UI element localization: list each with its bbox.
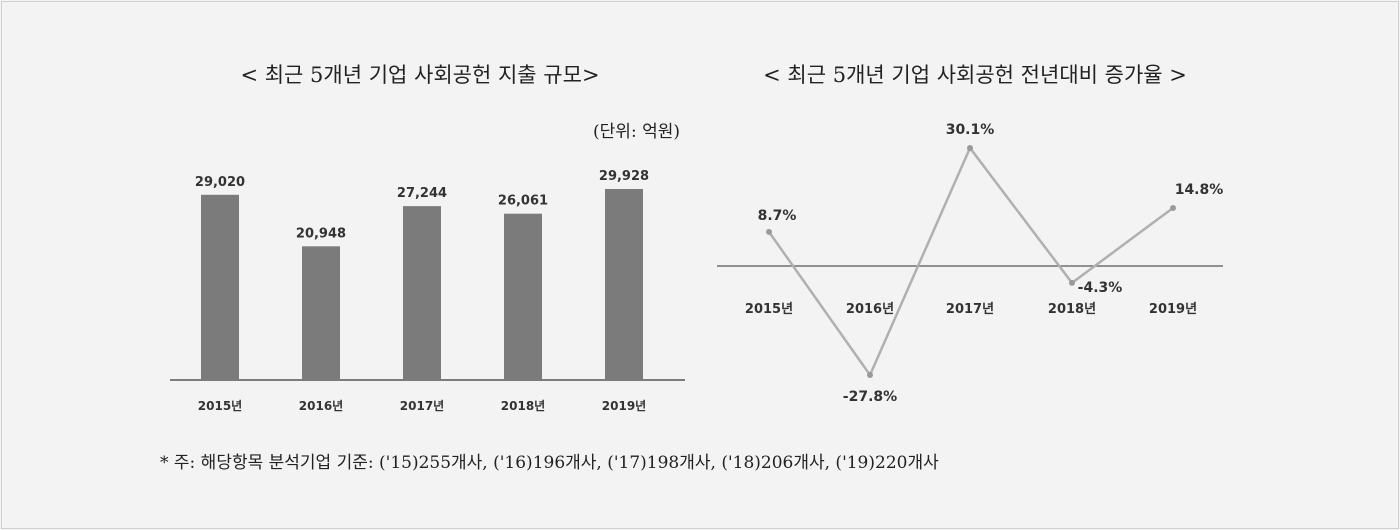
bar-2015년	[201, 194, 239, 380]
bar-value-label: 26,061	[498, 194, 548, 209]
bar-value-label: 29,020	[195, 175, 245, 190]
bar-2019년	[605, 189, 643, 380]
line-chart-title: < 최근 5개년 기업 사회공헌 전년대비 증가율 >	[763, 63, 1187, 87]
line-point-2015년	[766, 228, 772, 235]
line-point-2019년	[1170, 204, 1176, 211]
bar-2018년	[504, 213, 542, 380]
line-category-label: 2015년	[745, 302, 793, 317]
line-series	[767, 145, 1174, 378]
bar-category-label: 2019년	[602, 399, 646, 413]
bar-chart: 29,020 2015년 20,948 2016년 27,244 2017년 26,061 2…	[170, 169, 685, 413]
line-value-label: -4.3%	[1078, 280, 1123, 296]
bar-category-label: 2016년	[299, 399, 343, 413]
bar-2016년	[302, 246, 340, 380]
bar-category-label: 2015년	[198, 399, 242, 413]
footnote: * 주: 해당항목 분석기업 기준: ('15)255개사, ('16)196개…	[160, 453, 939, 473]
bar-chart-unit-label: (단위: 억원)	[593, 122, 680, 142]
line-chart: 8.7% 2015년 -27.8% 2016년 30.1% 2017년 -4.3% 2018년…	[717, 122, 1223, 405]
line-value-label: 30.1%	[946, 122, 995, 138]
line-point-2018년	[1069, 279, 1075, 286]
bar-category-label: 2018년	[501, 399, 545, 413]
line-value-label: -27.8%	[843, 389, 897, 405]
bar-value-label: 27,244	[397, 186, 447, 201]
line-value-label: 14.8%	[1175, 182, 1224, 198]
line-value-label: 8.7%	[758, 208, 797, 224]
bar-2017년	[403, 206, 441, 380]
line-category-label: 2017년	[946, 302, 994, 317]
line-category-label: 2018년	[1048, 302, 1096, 317]
bar-category-label: 2017년	[400, 399, 444, 413]
line-category-label: 2019년	[1149, 302, 1197, 317]
bar-value-label: 29,928	[599, 169, 649, 184]
bar-chart-title: < 최근 5개년 기업 사회공헌 지출 규모>	[240, 63, 600, 87]
line-point-2016년	[867, 372, 873, 378]
line-point-2017년	[967, 145, 973, 151]
bar-value-label: 20,948	[296, 226, 346, 241]
line-category-label: 2016년	[846, 302, 894, 317]
